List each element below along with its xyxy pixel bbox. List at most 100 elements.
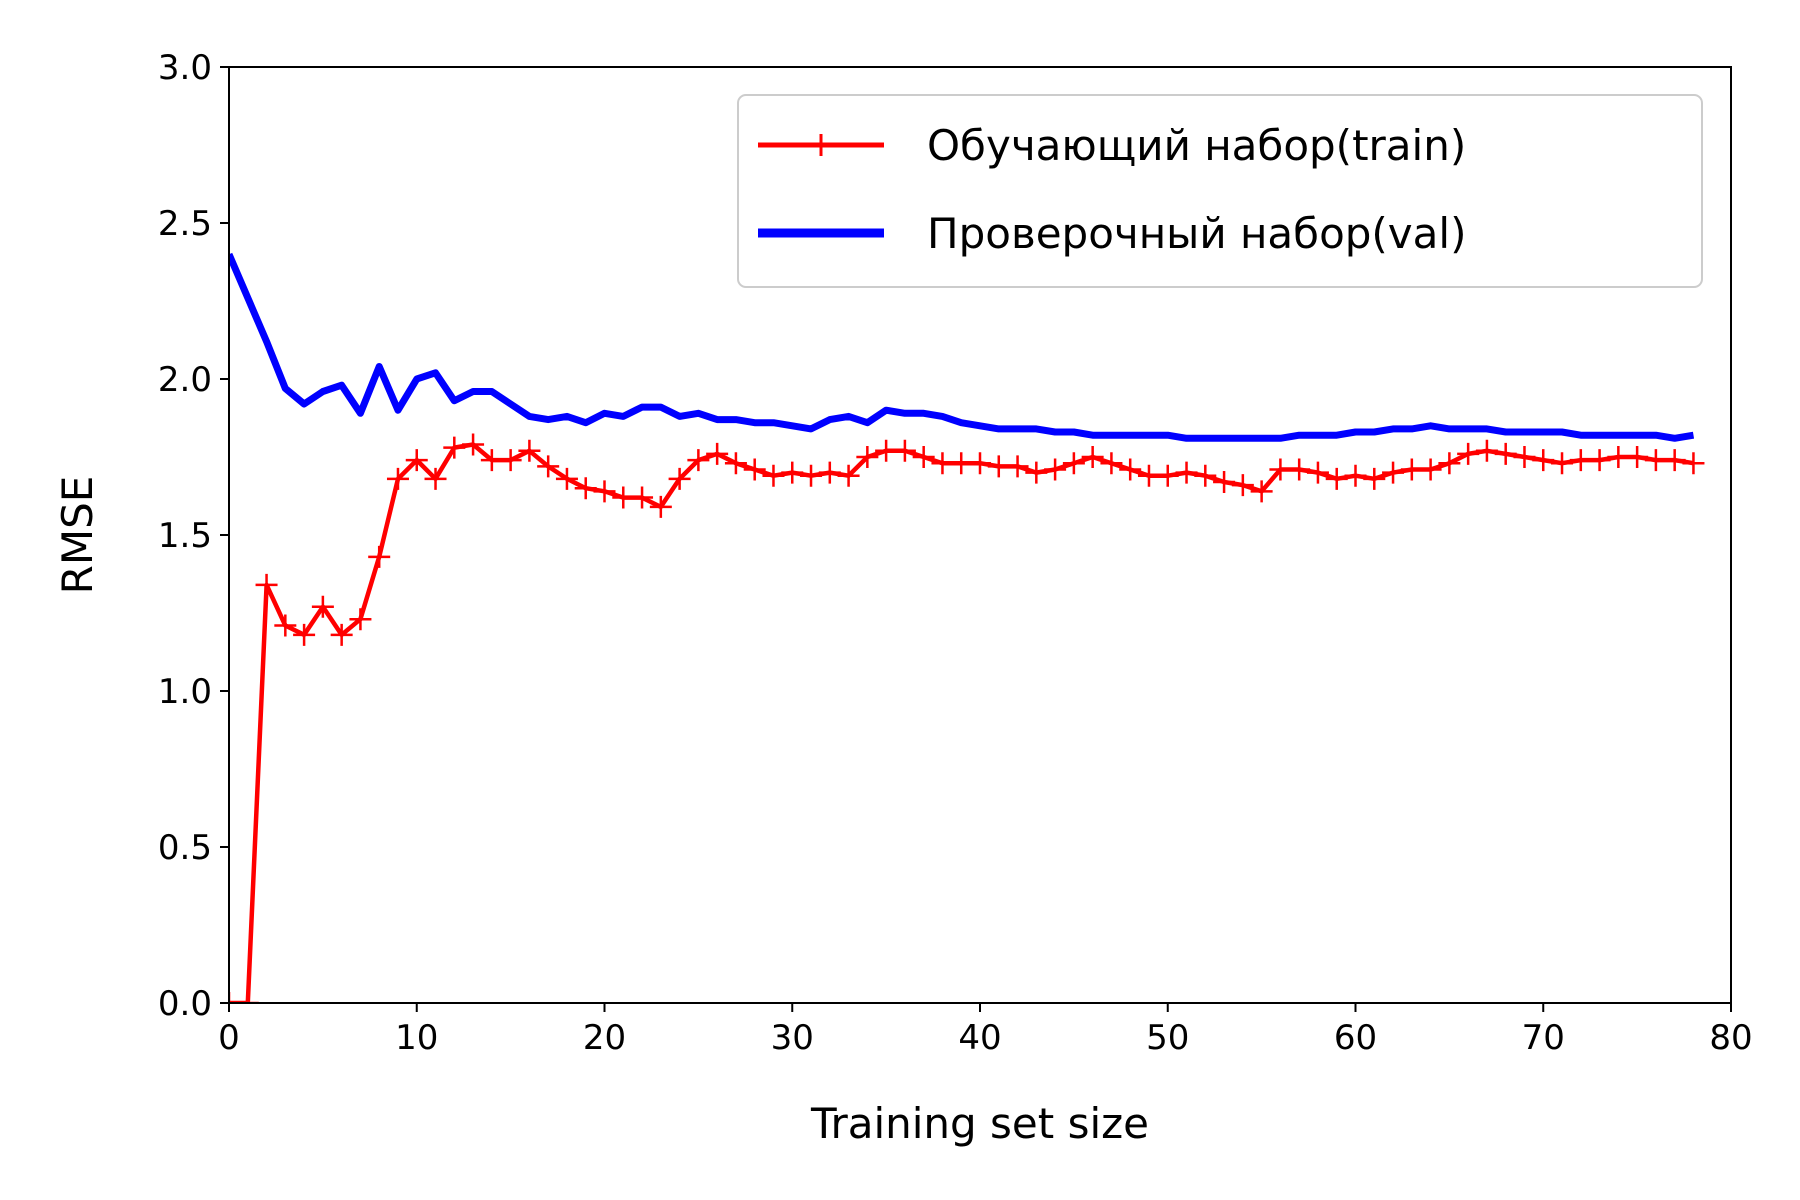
x-tick-label: 0 [218,1018,240,1058]
train-point-marker [1494,442,1517,465]
series-layer [229,252,1705,1003]
train-point-marker [1663,449,1686,472]
y-tick-label: 1.0 [158,672,212,712]
x-tick-label: 20 [583,1018,626,1058]
train-point-marker [893,439,916,462]
train-point-marker [274,614,297,637]
plot-frame [228,66,1732,1004]
legend-train-marker [810,134,832,156]
train-point-marker [1457,442,1480,465]
train-point-marker [612,486,635,509]
train-point-marker [950,452,973,475]
legend-box [737,94,1703,288]
train-point-marker [781,461,804,484]
train-point-marker [1400,458,1423,481]
train-point-marker [1569,449,1592,472]
x-tick-label: 60 [1334,1018,1377,1058]
train-point-marker [1344,464,1367,487]
x-tick-label: 40 [958,1018,1001,1058]
train-point-marker [1588,449,1611,472]
train-point-marker [1156,464,1179,487]
y-tick-label: 1.5 [158,516,212,556]
train-point-marker [386,467,409,490]
train-point-marker [1475,439,1498,462]
train-point-marker [236,992,259,1003]
train-point-marker [443,436,466,459]
y-tick-label: 0.5 [158,828,212,868]
train-point-marker [668,467,691,490]
train-point-marker [1044,458,1067,481]
train-point-marker [574,477,597,500]
train-point-marker [255,573,278,596]
y-axis-label: RMSE [53,476,102,595]
train-point-marker [311,595,334,618]
train-point-marker [875,439,898,462]
train-point-marker [912,446,935,468]
x-axis-ticks: 0 10 20 30 40 50 60 70 80 [218,1003,1753,1058]
train-point-marker [1363,467,1386,490]
train-point-marker [1551,452,1574,475]
train-point-marker [555,467,578,490]
legend: Обучающий набор(train) Проверочный набор… [737,94,1703,288]
train-point-marker [969,452,991,475]
train-point-marker [518,439,541,462]
train-point-marker [1626,446,1649,468]
train-point-marker [1513,446,1536,468]
train-point-marker [293,623,316,646]
train-point-marker [856,446,879,468]
train-point-marker [1306,461,1329,484]
train-point-marker [1288,458,1311,481]
train-point-marker [1100,452,1123,475]
legend-train-label: Обучающий набор(train) [927,121,1466,170]
train-point-marker [1025,461,1048,484]
train-point-marker [1062,452,1085,475]
train-point-marker [724,452,747,475]
train-point-marker [480,449,503,472]
train-point-marker [1175,461,1198,484]
train-point-marker [537,455,560,478]
y-tick-label: 2.0 [158,360,212,400]
legend-val-label: Проверочный набор(val) [927,209,1466,258]
train-point-marker [1137,464,1160,487]
train-point-marker [1006,455,1029,478]
train-point-marker [800,464,823,487]
train-point-marker [1607,446,1630,468]
train-point-marker [1081,446,1104,468]
x-tick-label: 70 [1522,1018,1565,1058]
y-axis-ticks: 0.0 0.5 1.0 1.5 2.0 2.5 3.0 [158,48,229,1024]
train-point-marker [405,449,428,472]
train-point-marker [837,464,860,487]
train-point-marker [1682,452,1705,475]
train-point-marker [593,480,616,503]
train-point-marker [1532,449,1555,472]
y-tick-label: 0.0 [158,984,212,1024]
train-point-marker [743,458,766,481]
y-tick-label: 2.5 [158,204,212,244]
train-point-marker [1419,458,1442,481]
x-tick-label: 30 [771,1018,814,1058]
x-tick-label: 10 [395,1018,438,1058]
train-point-marker [1231,474,1254,497]
train-point-marker [462,433,485,456]
train-point-marker [631,486,654,509]
train-point-marker [1382,461,1405,484]
y-tick-label: 3.0 [158,48,212,88]
train-point-marker [330,623,353,646]
train-point-marker [762,464,785,487]
train-point-marker [649,495,672,518]
train-point-marker [931,452,954,475]
x-tick-label: 80 [1709,1018,1752,1058]
train-point-marker [349,608,372,631]
train-point-marker [1250,480,1273,503]
train-point-marker [1213,470,1236,493]
train-point-marker [687,449,710,472]
x-tick-label: 50 [1146,1018,1189,1058]
train-point-marker [368,545,391,568]
train-point-marker [1325,467,1348,490]
train-point-marker [706,442,729,465]
train-point-marker [1644,449,1667,472]
train-point-marker [424,467,447,490]
train-point-marker [1269,458,1292,481]
x-axis-label: Training set size [810,1099,1149,1148]
